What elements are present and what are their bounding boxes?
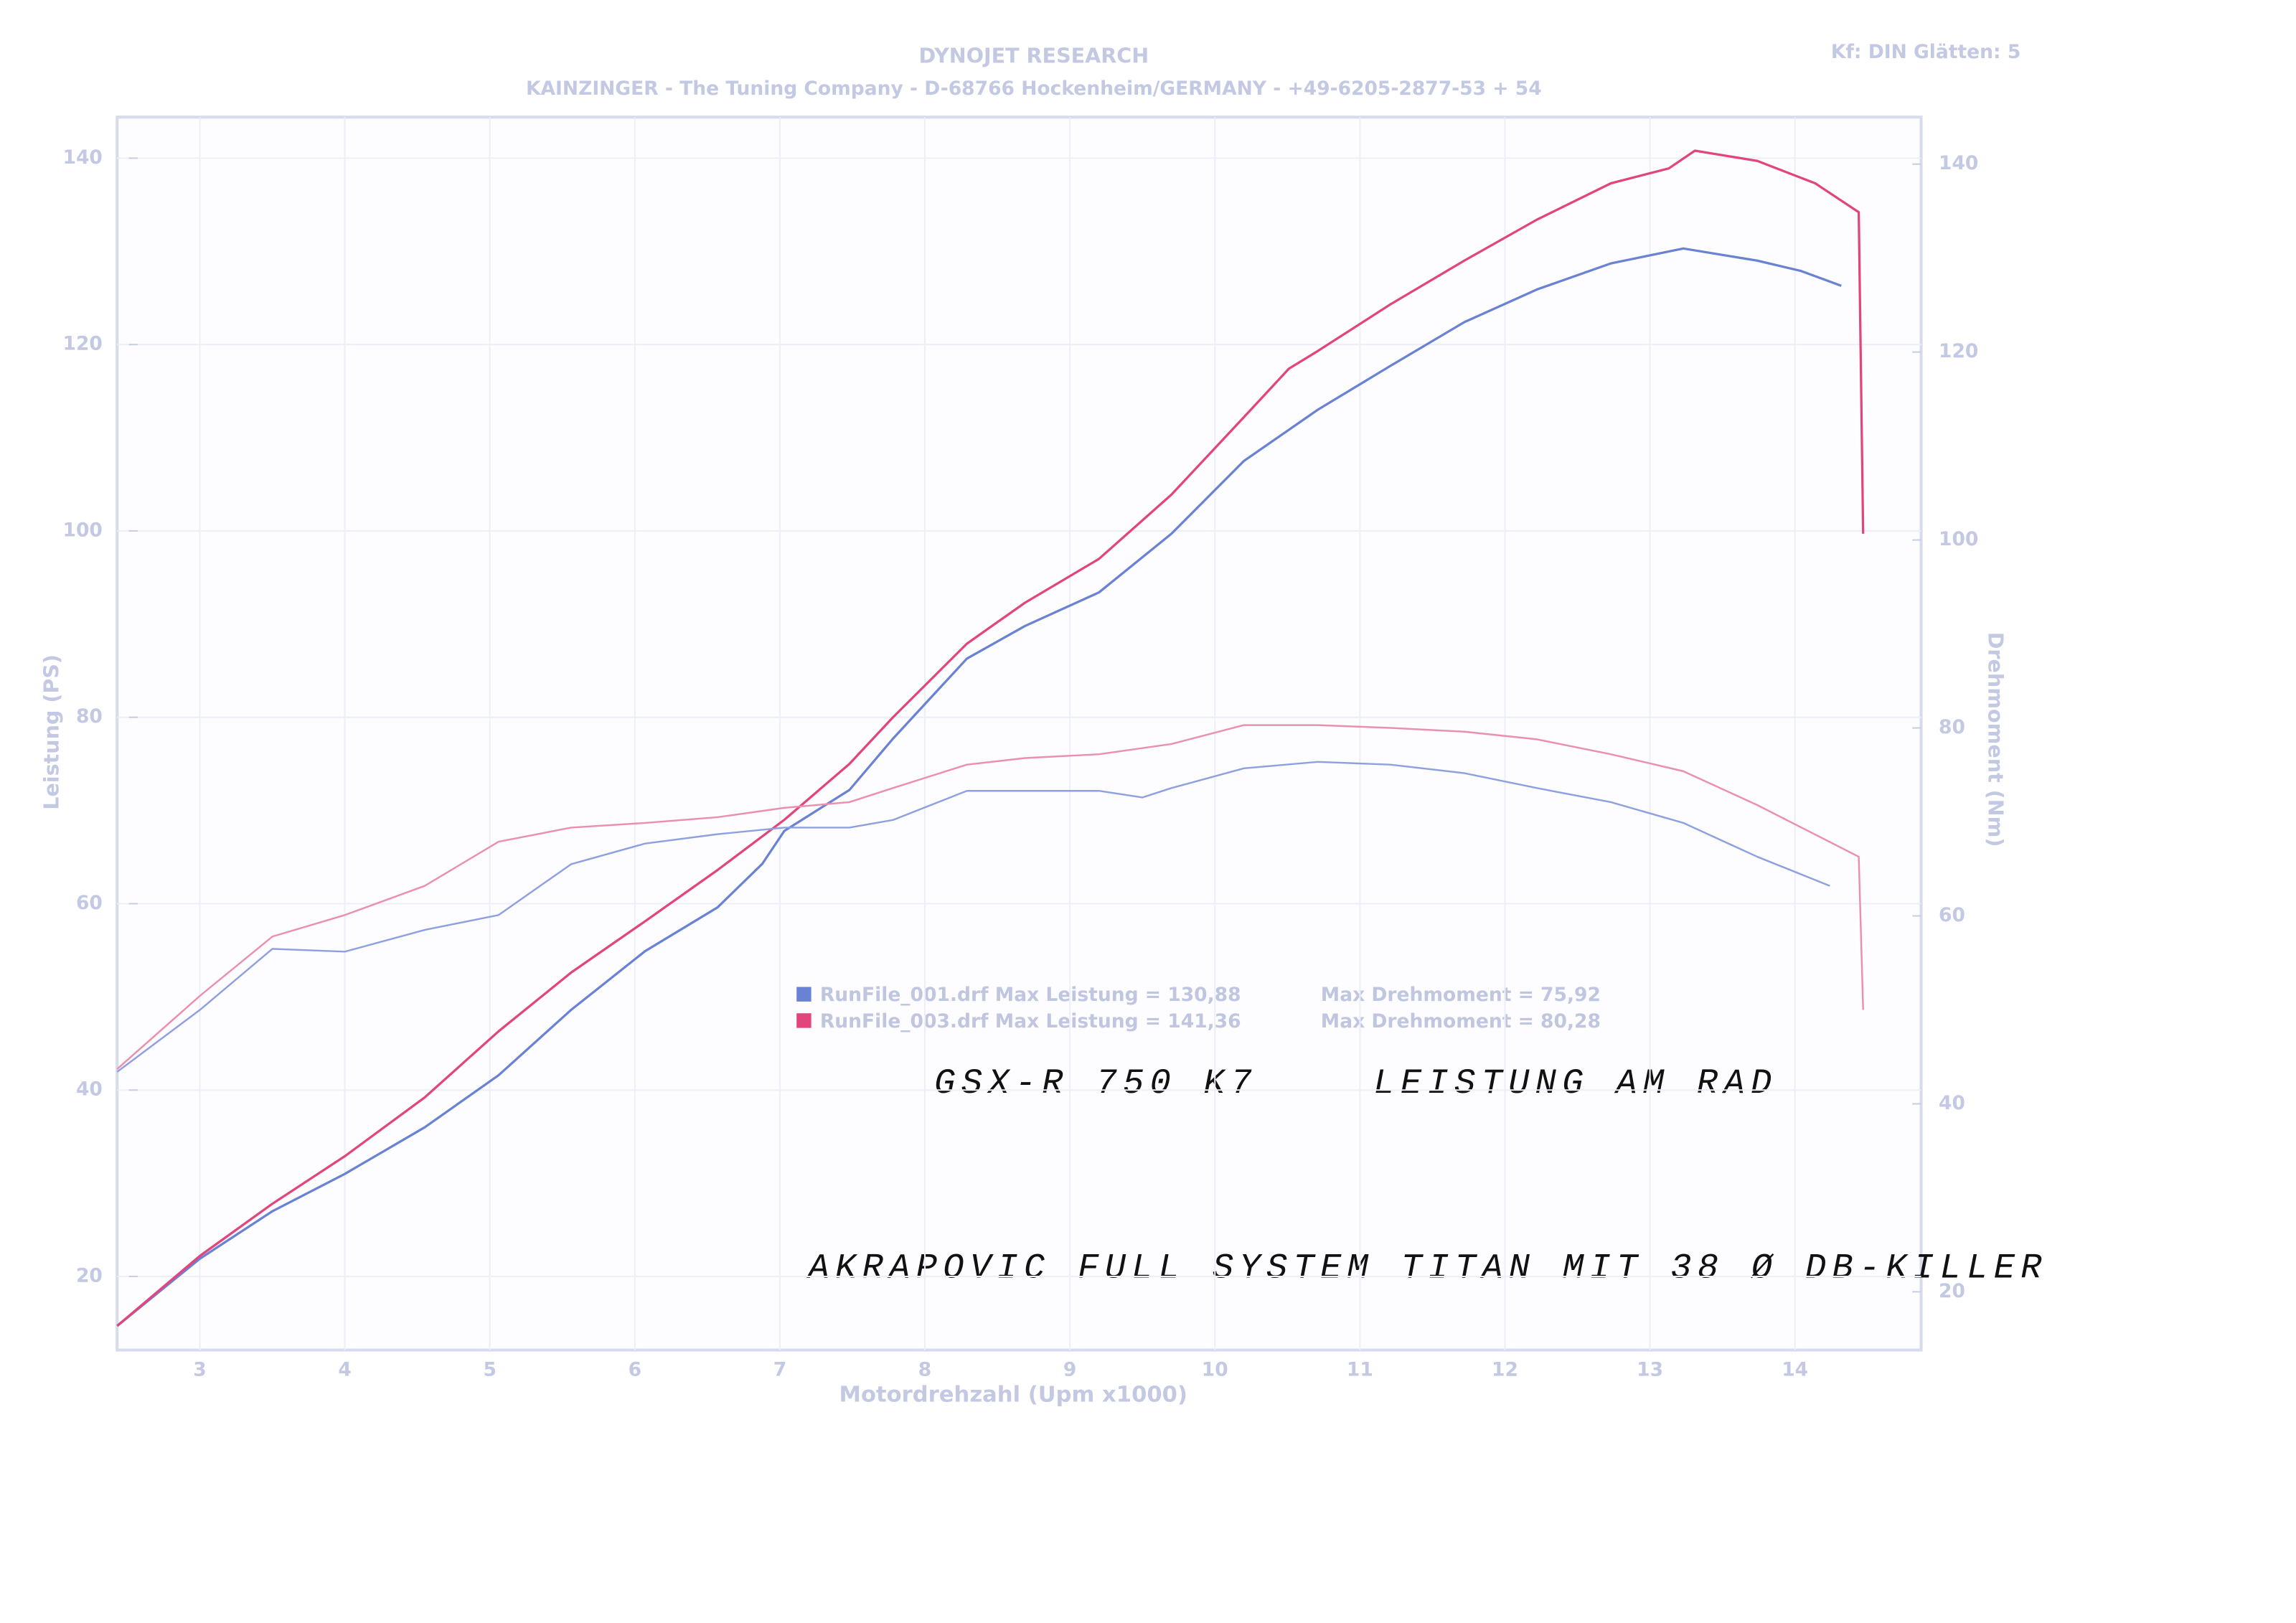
y2-tick-label: 100 bbox=[1939, 528, 1978, 550]
x-tick-label: 7 bbox=[773, 1359, 786, 1381]
legend-label: RunFile_001.drf Max Leistung = 130,88 bbox=[820, 984, 1241, 1006]
series-line bbox=[116, 761, 1830, 1073]
y-tick-label: 60 bbox=[76, 892, 103, 914]
x-tick-label: 13 bbox=[1637, 1359, 1663, 1381]
y2-tick-label: 20 bbox=[1939, 1280, 1965, 1302]
y-tick-label: 80 bbox=[76, 705, 103, 728]
y-tick-label: 100 bbox=[63, 519, 103, 541]
x-tick-label: 9 bbox=[1063, 1359, 1076, 1381]
legend-label: Max Drehmoment = 75,92 bbox=[1321, 984, 1601, 1006]
y-axis-label: Leistung (PS) bbox=[39, 654, 63, 810]
chart-title: DYNOJET RESEARCH bbox=[919, 44, 1149, 68]
y-tick-label: 40 bbox=[76, 1078, 103, 1101]
corner-note: Kf: DIN Glätten: 5 bbox=[1831, 41, 2020, 63]
y2-tick-label: 120 bbox=[1939, 340, 1978, 362]
y-tick-label: 140 bbox=[63, 146, 103, 169]
plot-area bbox=[116, 116, 1923, 1352]
series-line bbox=[116, 149, 1865, 1327]
annotation: LEISTUNG AM RAD bbox=[1373, 1063, 1777, 1104]
x-tick-label: 10 bbox=[1202, 1359, 1228, 1381]
x-tick-label: 5 bbox=[483, 1359, 496, 1381]
series-line bbox=[116, 724, 1864, 1070]
legend: RunFile_001.drf Max Leistung = 130,88 Run… bbox=[796, 984, 1601, 1032]
y2-tick-label: 140 bbox=[1939, 152, 1978, 174]
legend-swatch bbox=[796, 1013, 811, 1028]
annotation: GSX-R 750 K7 bbox=[934, 1063, 1258, 1104]
x-tick-label: 11 bbox=[1347, 1359, 1373, 1381]
y2-tick-label: 80 bbox=[1939, 716, 1965, 738]
legend-label: RunFile_003.drf Max Leistung = 141,36 bbox=[820, 1010, 1241, 1032]
x-axis-label: Motordrehzahl (Upm x1000) bbox=[839, 1382, 1187, 1407]
legend-swatch bbox=[796, 987, 811, 1002]
y2-tick-label: 60 bbox=[1939, 904, 1965, 926]
x-tick-label: 6 bbox=[629, 1359, 641, 1381]
series-line bbox=[116, 247, 1842, 1327]
y2-axis-label: Drehmoment (Nm) bbox=[1984, 632, 2008, 847]
x-tick-label: 4 bbox=[338, 1359, 351, 1381]
x-tick-label: 3 bbox=[193, 1359, 206, 1381]
x-tick-label: 12 bbox=[1492, 1359, 1518, 1381]
legend-label: Max Drehmoment = 80,28 bbox=[1321, 1010, 1601, 1032]
x-tick-label: 14 bbox=[1782, 1359, 1808, 1381]
chart-subtitle: KAINZINGER - The Tuning Company - D-6876… bbox=[526, 77, 1542, 100]
y2-tick-label: 40 bbox=[1939, 1092, 1965, 1114]
x-tick-label: 8 bbox=[918, 1359, 931, 1381]
annotation: AKRAPOVIC FULL SYSTEM TITAN MIT 38 Ø DB-… bbox=[806, 1248, 2048, 1288]
y-tick-label: 120 bbox=[63, 333, 103, 355]
y-tick-label: 20 bbox=[76, 1264, 103, 1286]
